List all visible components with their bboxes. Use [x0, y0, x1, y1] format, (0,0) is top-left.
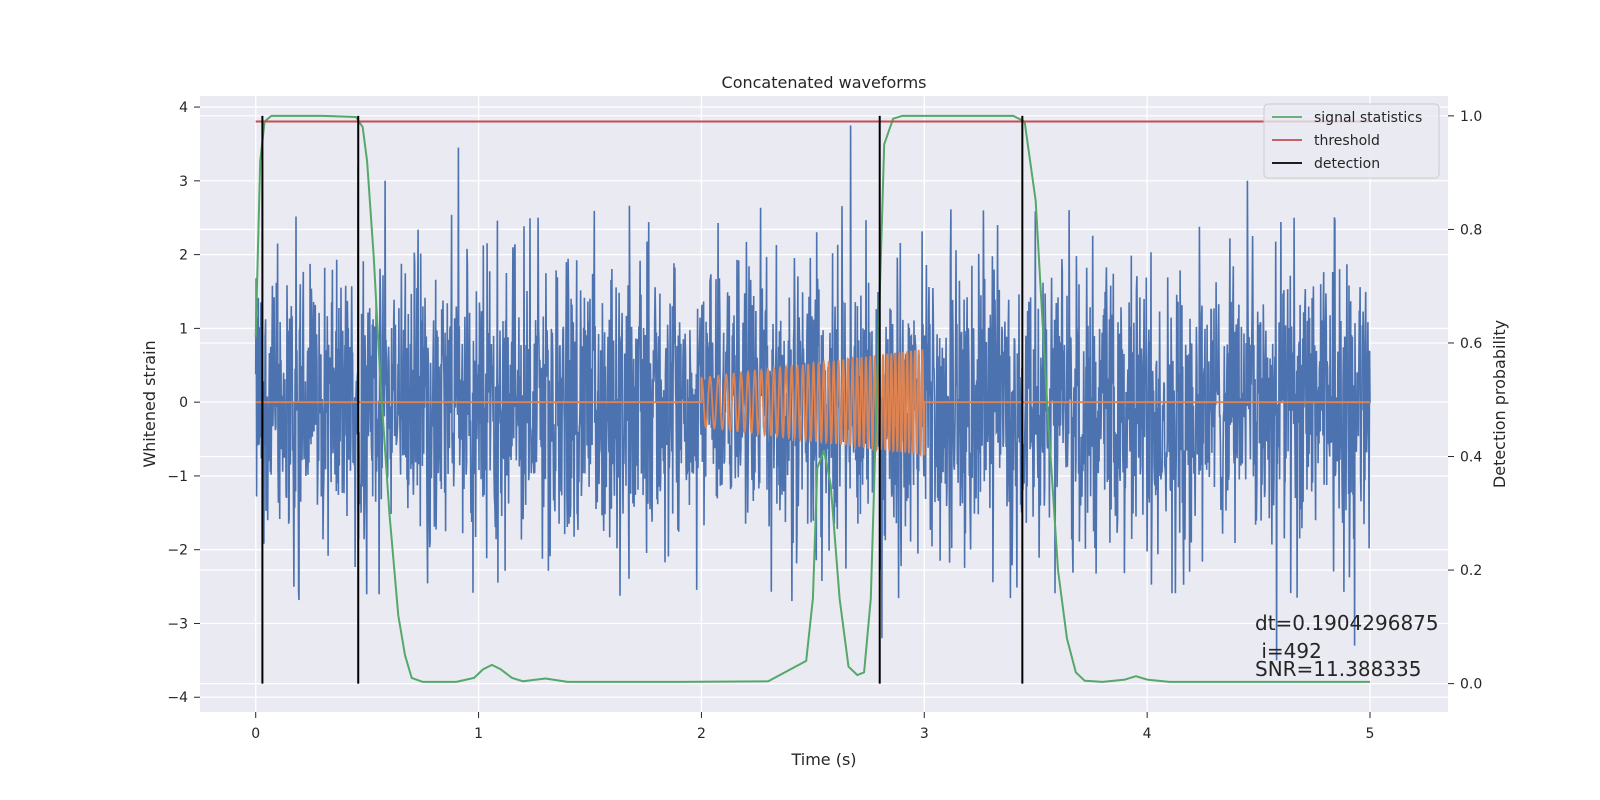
legend-label-threshold: threshold: [1314, 133, 1380, 149]
y-tick-label: −3: [167, 616, 188, 632]
x-tick-label: 3: [920, 726, 929, 742]
series-layer: [254, 114, 1371, 684]
y2-tick-label: 1.0: [1460, 109, 1482, 125]
y-tick-label: −4: [167, 690, 188, 706]
y2-tick-label: 0.8: [1460, 222, 1482, 238]
y2-tick-label: 0.2: [1460, 563, 1482, 579]
y2-tick-label: 0.6: [1460, 336, 1482, 352]
y-tick-label: 3: [179, 174, 188, 190]
y-tick-label: 4: [179, 100, 188, 116]
annotation-dt: dt=0.1904296875: [1255, 611, 1439, 635]
annotation-block: dt=0.1904296875 i=492 SNR=11.388335: [1255, 611, 1439, 681]
x-tick-label: 1: [474, 726, 483, 742]
y-tick-label: 2: [179, 248, 188, 264]
x-tick-label: 2: [697, 726, 706, 742]
chirp-series-line: [255, 349, 1370, 458]
y2-tick-label: 0.0: [1460, 677, 1482, 693]
ticks-layer: 0 1 2 3 4 5 4 3 2 1 0 −1 −2 −3 −4 0.0 0.2 0.4 0.6 0.8 1.0: [167, 100, 1482, 742]
y-tick-label: 1: [179, 321, 188, 337]
x-axis-label: Time (s): [790, 750, 856, 769]
y2-axis-label: Detection probability: [1490, 320, 1509, 488]
y-tick-label: −1: [167, 469, 188, 485]
legend-label-detection: detection: [1314, 156, 1380, 172]
annotation-i: i=492: [1255, 639, 1322, 663]
chart-title: Concatenated waveforms: [722, 73, 927, 92]
legend-label-signal-statistics: signal statistics: [1314, 110, 1422, 126]
legend: signal statistics threshold detection: [1263, 103, 1440, 179]
y-tick-label: 0: [179, 395, 188, 411]
strain-series-line: [254, 125, 1371, 661]
y2-tick-label: 0.4: [1460, 450, 1482, 466]
signal-statistics-line: [254, 114, 1370, 683]
legend-box: [1263, 103, 1440, 179]
x-tick-label: 0: [251, 726, 260, 742]
y-tick-label: −2: [167, 543, 188, 559]
x-tick-label: 4: [1143, 726, 1152, 742]
annotation-snr: SNR=11.388335: [1255, 657, 1421, 681]
x-tick-label: 5: [1366, 726, 1375, 742]
y-axis-label: Whitened strain: [140, 340, 159, 467]
